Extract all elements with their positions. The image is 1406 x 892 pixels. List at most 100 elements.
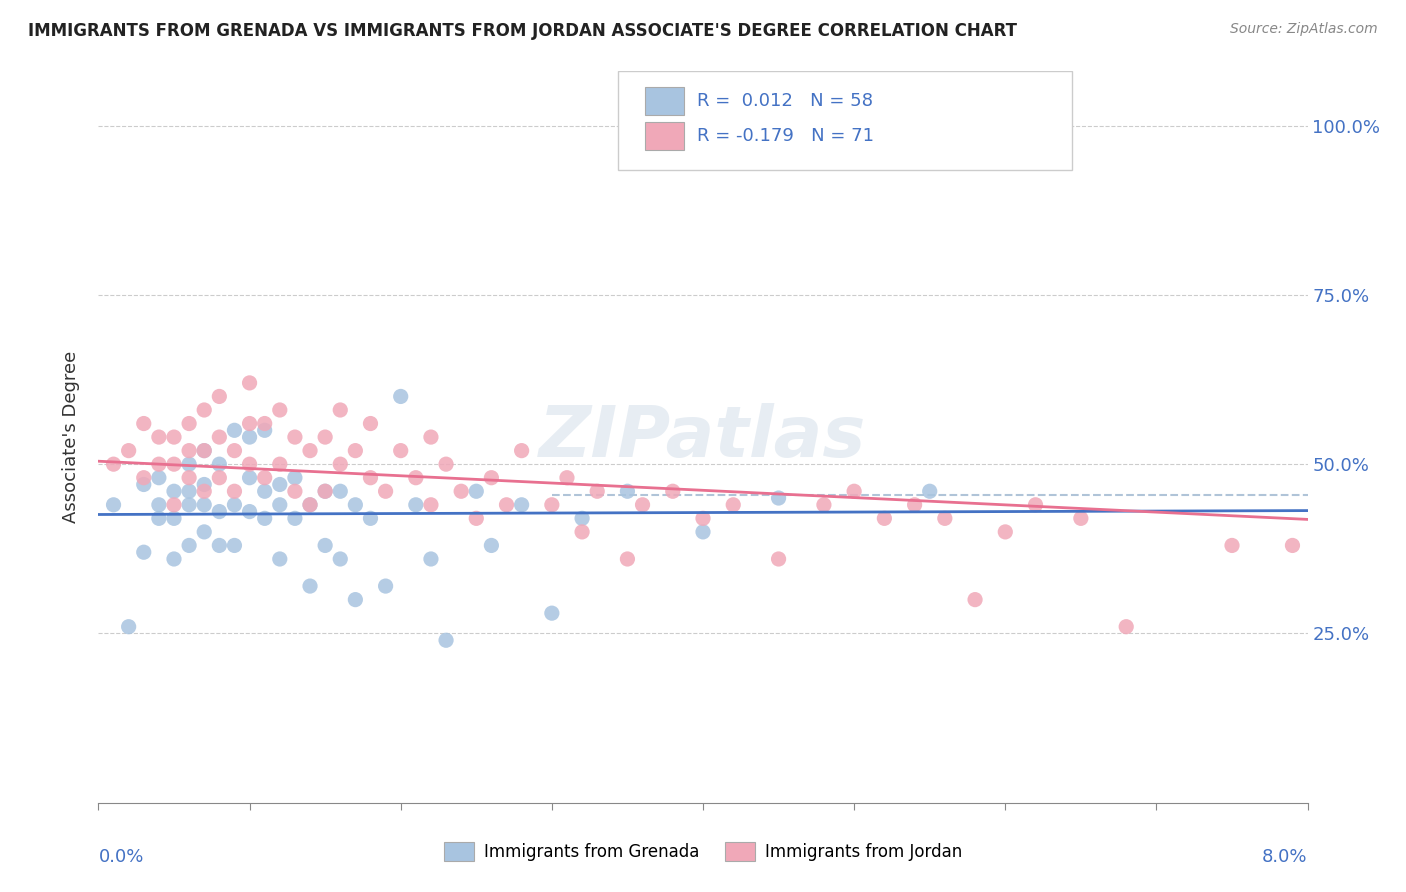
Point — [360, 471, 382, 485]
Point — [208, 457, 231, 471]
Point — [224, 498, 246, 512]
Point — [269, 477, 291, 491]
Point — [434, 633, 457, 648]
Point — [284, 471, 307, 485]
Point — [163, 511, 186, 525]
Point — [224, 484, 246, 499]
Point — [495, 498, 517, 512]
Text: IMMIGRANTS FROM GRENADA VS IMMIGRANTS FROM JORDAN ASSOCIATE'S DEGREE CORRELATION: IMMIGRANTS FROM GRENADA VS IMMIGRANTS FR… — [28, 22, 1017, 40]
Point — [163, 552, 186, 566]
Point — [344, 592, 367, 607]
Point — [208, 430, 231, 444]
Point — [405, 498, 427, 512]
Point — [224, 538, 246, 552]
Point — [420, 498, 443, 512]
Point — [179, 443, 201, 458]
Point — [299, 498, 322, 512]
Point — [253, 511, 276, 525]
Text: ZIPatlas: ZIPatlas — [540, 402, 866, 472]
Text: 8.0%: 8.0% — [1263, 848, 1308, 866]
Point — [1115, 620, 1137, 634]
Point — [269, 403, 291, 417]
Point — [299, 579, 322, 593]
Point — [813, 498, 835, 512]
Point — [314, 538, 336, 552]
Point — [329, 484, 352, 499]
Point — [389, 443, 412, 458]
Point — [329, 552, 352, 566]
Point — [616, 552, 638, 566]
Point — [269, 552, 291, 566]
FancyBboxPatch shape — [645, 87, 683, 115]
Point — [405, 471, 427, 485]
Point — [434, 457, 457, 471]
Point — [314, 484, 336, 499]
Point — [329, 457, 352, 471]
Point — [163, 457, 186, 471]
Point — [253, 417, 276, 431]
Point — [239, 430, 262, 444]
Point — [163, 498, 186, 512]
Point — [692, 524, 714, 539]
Point — [284, 430, 307, 444]
Point — [314, 484, 336, 499]
Point — [148, 457, 170, 471]
Point — [586, 484, 609, 499]
FancyBboxPatch shape — [645, 122, 683, 150]
Point — [571, 524, 593, 539]
Point — [540, 498, 562, 512]
Point — [179, 417, 201, 431]
Point — [284, 484, 307, 499]
Point — [208, 538, 231, 552]
Point — [540, 606, 562, 620]
Point — [163, 484, 186, 499]
Point — [239, 471, 262, 485]
Point — [239, 376, 262, 390]
Point — [1220, 538, 1243, 552]
Point — [253, 484, 276, 499]
Point — [465, 484, 488, 499]
Point — [631, 498, 654, 512]
Point — [148, 471, 170, 485]
Point — [555, 471, 578, 485]
Point — [132, 471, 155, 485]
Point — [193, 443, 215, 458]
Point — [571, 511, 593, 525]
Point — [768, 491, 790, 505]
Point — [179, 471, 201, 485]
Point — [420, 552, 443, 566]
Point — [1025, 498, 1047, 512]
Point — [918, 484, 941, 499]
Point — [374, 579, 396, 593]
Point — [179, 484, 201, 499]
Point — [360, 511, 382, 525]
Text: Source: ZipAtlas.com: Source: ZipAtlas.com — [1230, 22, 1378, 37]
Point — [193, 484, 215, 499]
Point — [1070, 511, 1092, 525]
Point — [224, 443, 246, 458]
Point — [768, 552, 790, 566]
Text: R = -0.179   N = 71: R = -0.179 N = 71 — [697, 127, 875, 145]
Point — [193, 524, 215, 539]
Point — [465, 511, 488, 525]
Point — [163, 430, 186, 444]
Point — [873, 511, 896, 525]
Point — [616, 484, 638, 499]
Point — [389, 389, 412, 403]
Point — [208, 389, 231, 403]
Point — [239, 417, 262, 431]
Point — [692, 511, 714, 525]
Point — [965, 592, 987, 607]
Point — [193, 498, 215, 512]
Point — [103, 457, 125, 471]
Point — [148, 430, 170, 444]
Point — [904, 498, 927, 512]
Point — [239, 457, 262, 471]
Point — [314, 430, 336, 444]
Point — [723, 498, 745, 512]
Point — [994, 524, 1017, 539]
Point — [1281, 538, 1303, 552]
Point — [344, 498, 367, 512]
Point — [132, 477, 155, 491]
Point — [284, 511, 307, 525]
